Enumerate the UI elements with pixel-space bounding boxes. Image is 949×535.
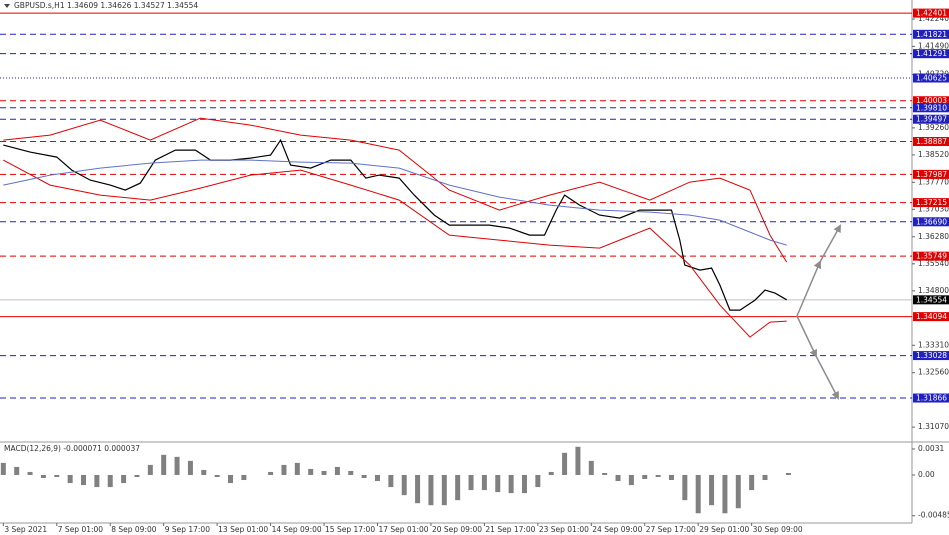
y-tick-label: 1.39260 xyxy=(918,123,949,132)
x-tick-label: 30 Sep 09:00 xyxy=(753,525,803,534)
y-tick-label: 1.37030 xyxy=(918,204,949,213)
level-label-box xyxy=(913,312,949,322)
y-tick-label: 1.36280 xyxy=(918,232,949,241)
x-tick-label: 7 Sep 01:00 xyxy=(58,525,104,534)
level-label-box xyxy=(913,114,949,124)
level-label: 1.35749 xyxy=(916,252,947,261)
level-label: 1.39497 xyxy=(916,115,947,124)
y-tick-label: 0.0031 xyxy=(918,444,944,453)
level-label-box xyxy=(913,103,949,113)
y-tick-label: 1.33310 xyxy=(918,340,949,349)
x-tick-label: 14 Sep 09:00 xyxy=(272,525,322,534)
level-label-box xyxy=(913,169,949,179)
x-tick-label: 24 Sep 09:00 xyxy=(592,525,642,534)
x-tick-label: 3 Sep 2021 xyxy=(4,525,47,534)
y-tick-label: 1.41490 xyxy=(918,41,949,50)
level-label: 1.31866 xyxy=(916,394,947,403)
indicator-line xyxy=(3,159,787,246)
level-label-box xyxy=(913,73,949,83)
indicator-line xyxy=(3,117,788,263)
level-label: 1.41291 xyxy=(916,49,947,58)
level-label: 1.40625 xyxy=(916,74,947,83)
level-label: 1.39810 xyxy=(916,103,947,112)
level-label-box xyxy=(913,217,949,227)
last-price-box xyxy=(913,295,949,305)
y-tick-label: -0.004854 xyxy=(918,511,949,520)
forecast-arrow-up xyxy=(796,224,841,317)
x-tick-label: 27 Sep 17:00 xyxy=(646,525,696,534)
level-label: 1.42401 xyxy=(916,9,947,18)
level-label-box xyxy=(913,351,949,361)
level-label-box xyxy=(913,96,949,106)
x-tick-label: 29 Sep 01:00 xyxy=(699,525,749,534)
x-tick-label: 8 Sep 09:00 xyxy=(111,525,157,534)
level-label-box xyxy=(913,137,949,147)
level-label-box xyxy=(913,29,949,39)
level-label: 1.37987 xyxy=(916,170,947,179)
y-tick-label: 1.37770 xyxy=(918,177,949,186)
last-price-label: 1.34554 xyxy=(916,295,947,304)
x-tick-label: 13 Sep 01:00 xyxy=(218,525,268,534)
level-label-box xyxy=(913,251,949,261)
forecast-arrow-down xyxy=(796,315,839,400)
level-label: 1.34094 xyxy=(916,312,947,321)
y-tick-label: 0.00 xyxy=(918,470,935,479)
y-tick-label: 1.38520 xyxy=(918,150,949,159)
y-tick-label: 1.42240 xyxy=(918,14,949,23)
x-tick-label: 23 Sep 01:00 xyxy=(539,525,589,534)
level-label-box xyxy=(913,49,949,59)
y-tick-label: 1.32560 xyxy=(918,368,949,377)
level-label: 1.33028 xyxy=(916,351,947,360)
level-label-box xyxy=(913,8,949,18)
level-label: 1.41821 xyxy=(916,30,947,39)
level-label-box xyxy=(913,198,949,208)
x-tick-label: 9 Sep 17:00 xyxy=(165,525,211,534)
symbol-menu-icon[interactable] xyxy=(4,4,10,8)
y-tick-label: 1.35540 xyxy=(918,259,949,268)
x-tick-label: 20 Sep 09:00 xyxy=(432,525,482,534)
x-tick-label: 17 Sep 01:00 xyxy=(378,525,428,534)
y-tick-label: 1.31070 xyxy=(918,422,949,431)
y-tick-label: 1.34800 xyxy=(918,286,949,295)
level-label-box xyxy=(913,393,949,403)
level-label: 1.38887 xyxy=(916,137,947,146)
level-label: 1.36690 xyxy=(916,217,947,226)
level-label: 1.37215 xyxy=(916,198,947,207)
price-line xyxy=(3,138,787,311)
x-tick-label: 21 Sep 17:00 xyxy=(485,525,535,534)
indicator-line xyxy=(3,159,787,338)
panel-title: GBPUSD.s,H1 1.34609 1.34626 1.34527 1.34… xyxy=(14,1,198,10)
panel-title: MACD(12,26,9) -0.000071 0.000037 xyxy=(4,444,140,453)
x-tick-label: 15 Sep 17:00 xyxy=(325,525,375,534)
level-label: 1.40003 xyxy=(916,96,947,105)
